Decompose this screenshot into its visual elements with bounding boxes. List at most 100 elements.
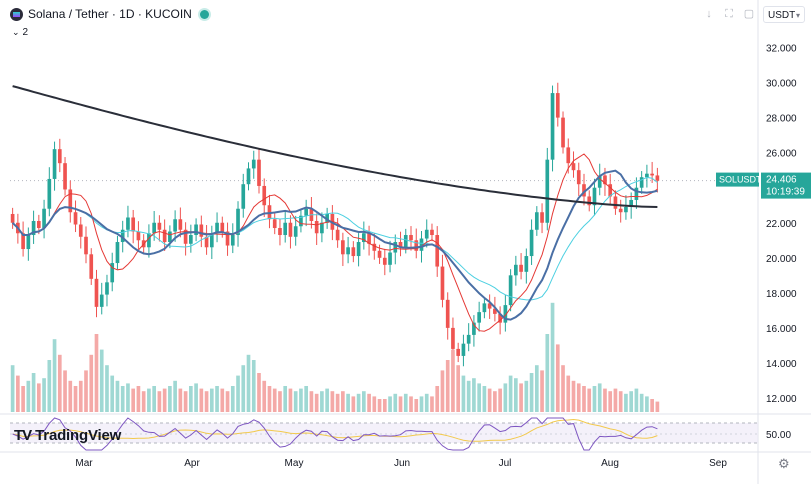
volume-bar xyxy=(603,388,607,412)
volume-bar xyxy=(63,370,67,412)
fullscreen-icon[interactable]: ⛶ xyxy=(725,8,733,20)
volume-bar xyxy=(587,388,592,412)
candle-body xyxy=(613,196,618,209)
volume-bar xyxy=(126,383,130,412)
candle-body xyxy=(456,348,461,356)
candle-body xyxy=(451,327,455,349)
volume-bar xyxy=(236,375,240,412)
candle-body xyxy=(592,187,597,206)
indicator-toggle[interactable]: ⌄ 2 xyxy=(12,27,28,38)
candle-body xyxy=(351,247,356,257)
volume-bar xyxy=(435,386,440,412)
volume-bar xyxy=(561,365,565,412)
candle-body xyxy=(424,229,429,239)
volume-bar xyxy=(582,386,586,412)
time-tick-label: Aug xyxy=(601,458,619,469)
candle-body xyxy=(582,184,586,197)
volume-bar xyxy=(524,380,529,412)
candle-body xyxy=(293,226,298,237)
volume-bar xyxy=(78,380,83,412)
ma-long-line xyxy=(12,85,658,208)
tradingview-logo[interactable]: TV TradingView xyxy=(14,427,121,444)
volume-bar xyxy=(272,388,277,412)
candle-body xyxy=(236,208,240,236)
volume-bar xyxy=(498,388,502,412)
volume-bar xyxy=(215,386,219,412)
candle-body xyxy=(603,175,607,185)
window-icon[interactable]: ▢ xyxy=(743,8,755,20)
candle-body xyxy=(587,196,592,206)
volume-bar xyxy=(73,386,78,412)
candle-body xyxy=(529,229,534,257)
volume-bar xyxy=(299,388,303,412)
tradingview-wordmark: TradingView xyxy=(35,427,122,444)
price-tick-label: 26.000 xyxy=(766,149,797,160)
candle-body xyxy=(566,147,571,164)
volume-bar xyxy=(267,386,272,412)
candle-body xyxy=(120,229,125,243)
volume-bar xyxy=(21,386,25,412)
download-icon[interactable]: ↓ xyxy=(706,8,712,20)
volume-bar xyxy=(168,386,172,412)
candle-body xyxy=(514,264,518,276)
volume-bar xyxy=(545,334,550,412)
candle-body xyxy=(419,238,424,251)
candle-body xyxy=(246,168,251,185)
volume-bar xyxy=(120,386,125,412)
market-status-icon[interactable] xyxy=(200,10,209,19)
candle-body xyxy=(555,93,560,118)
volume-bar xyxy=(419,396,424,412)
volume-bar xyxy=(293,391,298,412)
volume-bar xyxy=(220,388,225,412)
volume-bar xyxy=(141,391,146,412)
volume-bar xyxy=(487,388,492,412)
price-tag-value: 24.406 xyxy=(766,175,797,186)
candle-body xyxy=(571,163,576,171)
candle-body xyxy=(84,236,88,255)
candle-body xyxy=(68,189,73,213)
volume-bar xyxy=(225,391,230,412)
candle-body xyxy=(21,233,25,250)
candle-body xyxy=(57,149,62,164)
candle-body xyxy=(10,213,15,223)
candle-body xyxy=(288,222,293,237)
settings-gear-icon[interactable]: ⚙ xyxy=(778,456,790,471)
volume-bar xyxy=(634,388,639,412)
candle-body xyxy=(31,221,36,236)
rsi-line xyxy=(12,417,658,451)
candle-body xyxy=(162,229,167,243)
volume-bar xyxy=(472,378,476,412)
volume-bar xyxy=(68,380,73,412)
currency-selector[interactable]: USDT ▾ xyxy=(763,6,805,23)
solana-logo-icon xyxy=(10,8,23,21)
volume-bar xyxy=(183,391,188,412)
candle-body xyxy=(131,217,136,232)
price-tick-label: 14.000 xyxy=(766,359,797,370)
volume-bar xyxy=(110,375,115,412)
candle-body xyxy=(299,215,303,227)
candle-body xyxy=(445,299,450,328)
volume-bar xyxy=(283,386,288,412)
candle-body xyxy=(430,229,434,236)
volume-bar xyxy=(246,354,251,412)
volume-bar xyxy=(346,393,350,412)
symbol-title[interactable]: Solana / Tether · 1D · KUCOIN xyxy=(28,7,192,21)
price-tick-label: 16.000 xyxy=(766,324,797,335)
volume-bar xyxy=(534,365,539,412)
price-tick-label: 18.000 xyxy=(766,289,797,300)
volume-bar xyxy=(314,393,319,412)
volume-bar xyxy=(131,388,136,412)
candle-body xyxy=(225,231,230,246)
candle-body xyxy=(73,212,78,225)
volume-bar xyxy=(629,391,634,412)
volume-bar xyxy=(278,391,282,412)
volume-bar xyxy=(566,375,571,412)
candle-body xyxy=(78,224,83,237)
candle-body xyxy=(157,222,162,230)
volume-bar xyxy=(204,391,209,412)
volume-bar xyxy=(540,370,544,412)
volume-bar xyxy=(173,380,177,412)
candle-body xyxy=(645,173,649,178)
candle-body xyxy=(325,213,329,223)
